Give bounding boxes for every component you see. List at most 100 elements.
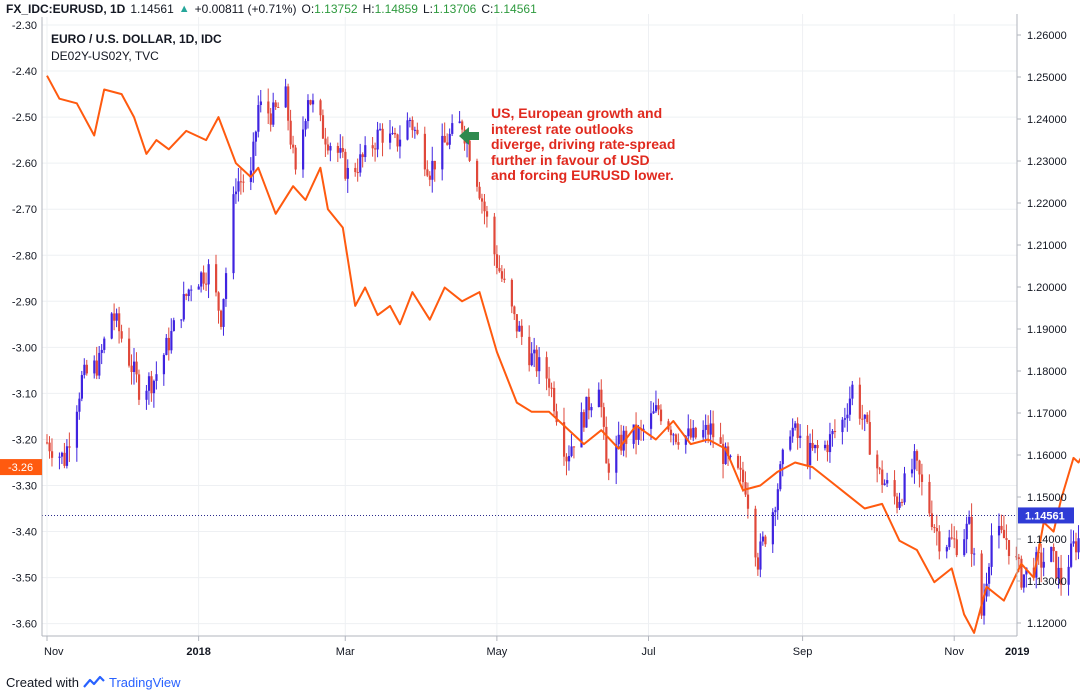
right-tick-label[interactable]: 1.25000 bbox=[1027, 72, 1067, 84]
candle-body bbox=[172, 320, 175, 332]
candle-body bbox=[881, 469, 884, 485]
right-tick-label[interactable]: 1.19000 bbox=[1027, 324, 1067, 336]
candle-body bbox=[580, 412, 583, 448]
right-tick-label[interactable]: 1.23000 bbox=[1027, 156, 1067, 168]
candle-body bbox=[446, 142, 449, 145]
x-tick-label[interactable]: Mar bbox=[336, 646, 355, 658]
candle-body bbox=[1007, 540, 1011, 557]
right-tick-label[interactable]: 1.18000 bbox=[1027, 366, 1067, 378]
left-tick-label[interactable]: -3.20 bbox=[12, 434, 37, 446]
right-tick-label[interactable]: 1.24000 bbox=[1027, 114, 1067, 126]
x-tick-label[interactable]: Nov bbox=[944, 646, 964, 658]
right-tick-label[interactable]: 1.15000 bbox=[1027, 492, 1067, 504]
candle-body bbox=[485, 211, 489, 217]
candle-body bbox=[863, 414, 866, 419]
x-tick-label[interactable]: May bbox=[486, 646, 507, 658]
right-tick-label[interactable]: 1.22000 bbox=[1027, 198, 1067, 210]
candle-body bbox=[269, 113, 272, 125]
candle-body bbox=[311, 100, 315, 105]
symbol-header: FX_IDC:EURUSD, 1D 1.14561 ▲ +0.00811 (+0… bbox=[6, 1, 537, 17]
candle-body bbox=[535, 349, 538, 372]
candle-body bbox=[498, 267, 501, 272]
left-axis-ticks[interactable]: -2.30 -2.40 -2.50 -2.60 -2.70 -2.80 -2.90 -3.00… bbox=[12, 20, 37, 631]
candle-body bbox=[137, 374, 141, 400]
right-tick-label[interactable]: 1.13000 bbox=[1027, 576, 1067, 588]
right-tick-label[interactable]: 1.17000 bbox=[1027, 408, 1067, 420]
candle-body bbox=[493, 216, 496, 255]
right-tick-label[interactable]: 1.12000 bbox=[1027, 618, 1067, 630]
legend-main-series[interactable]: EURO / U.S. DOLLAR, 1D, IDC bbox=[51, 32, 222, 46]
candle-body bbox=[162, 354, 166, 375]
right-axis-ticks[interactable]: 1.26000 1.25000 1.24000 1.23000 1.22000 1.210… bbox=[1017, 30, 1067, 630]
symbol-name[interactable]: FX_IDC:EURUSD, 1D bbox=[6, 2, 126, 16]
candle-body bbox=[935, 528, 939, 532]
legend-overlay-series[interactable]: DE02Y-US02Y, TVC bbox=[51, 49, 159, 63]
tradingview-brand[interactable]: TradingView bbox=[108, 674, 181, 690]
right-tick-label[interactable]: 1.16000 bbox=[1027, 450, 1067, 462]
left-tick-label[interactable]: -3.30 bbox=[12, 481, 37, 493]
candle-body bbox=[58, 456, 61, 458]
left-tick-label[interactable]: -3.50 bbox=[12, 573, 37, 585]
candle-body bbox=[147, 376, 151, 391]
footer: Created with TradingView bbox=[6, 672, 181, 692]
left-tick-label[interactable]: -2.50 bbox=[12, 112, 37, 124]
candle-body bbox=[274, 102, 277, 107]
candle-body bbox=[704, 424, 707, 430]
x-tick-label[interactable]: 2019 bbox=[1005, 646, 1029, 658]
left-tick-label[interactable]: -2.70 bbox=[12, 204, 37, 216]
candle-body bbox=[694, 427, 697, 438]
candle-body bbox=[165, 337, 168, 355]
candle-body bbox=[898, 501, 901, 508]
candle-body bbox=[200, 272, 203, 287]
candle-body bbox=[727, 446, 730, 457]
candle-body bbox=[684, 436, 687, 445]
price-value-tag-label: 1.14561 bbox=[1025, 510, 1065, 522]
high-label: H: bbox=[362, 2, 375, 16]
x-axis-ticks[interactable]: Nov 2018 Mar May Jul Sep Nov 2019 bbox=[44, 636, 1080, 658]
candle-body bbox=[1000, 525, 1003, 530]
candle-body bbox=[118, 313, 121, 332]
candle-body bbox=[615, 444, 618, 473]
price-change: +0.00811 (+0.71%) bbox=[194, 2, 297, 16]
annotation-text: US, European growth and interest rate ou… bbox=[491, 105, 731, 184]
right-tick-label[interactable]: 1.26000 bbox=[1027, 30, 1067, 42]
candle-body bbox=[480, 198, 484, 202]
candle-body bbox=[910, 469, 914, 474]
candle-body bbox=[933, 526, 936, 529]
x-tick-label[interactable]: Nov bbox=[44, 646, 64, 658]
candle-body bbox=[1052, 546, 1055, 552]
candle-body bbox=[528, 336, 531, 366]
right-tick-label[interactable]: 1.14000 bbox=[1027, 534, 1067, 546]
tradingview-logo-icon[interactable] bbox=[83, 675, 105, 689]
candle-body bbox=[371, 145, 374, 149]
left-tick-label[interactable]: -3.10 bbox=[12, 388, 37, 400]
left-tick-label[interactable]: -2.60 bbox=[12, 158, 37, 170]
left-tick-label[interactable]: -3.00 bbox=[12, 342, 37, 354]
candle-body bbox=[277, 106, 280, 108]
last-price: 1.14561 bbox=[130, 2, 174, 16]
right-tick-label[interactable]: 1.20000 bbox=[1027, 282, 1067, 294]
left-tick-label[interactable]: -2.80 bbox=[12, 250, 37, 262]
x-tick-label[interactable]: 2018 bbox=[186, 646, 210, 658]
candle-body bbox=[120, 331, 123, 339]
left-tick-label[interactable]: -3.40 bbox=[12, 527, 37, 539]
candle-body bbox=[617, 434, 620, 445]
candle-body bbox=[388, 133, 392, 143]
candle-body bbox=[876, 454, 879, 469]
left-tick-label[interactable]: -3.60 bbox=[12, 619, 37, 631]
x-tick-label[interactable]: Jul bbox=[641, 646, 655, 658]
candle-body bbox=[197, 286, 200, 290]
candle-body bbox=[242, 181, 245, 183]
candle-body bbox=[868, 422, 871, 455]
candle-body bbox=[321, 115, 325, 139]
candle-body bbox=[336, 146, 340, 153]
candle-body bbox=[719, 437, 722, 444]
right-tick-label[interactable]: 1.21000 bbox=[1027, 240, 1067, 252]
left-tick-label[interactable]: -2.90 bbox=[12, 296, 37, 308]
x-tick-label[interactable]: Sep bbox=[793, 646, 813, 658]
candle-body bbox=[503, 278, 506, 280]
left-tick-label[interactable]: -2.40 bbox=[12, 66, 37, 78]
left-tick-label[interactable]: -2.30 bbox=[12, 20, 37, 32]
candle-body bbox=[632, 424, 635, 444]
